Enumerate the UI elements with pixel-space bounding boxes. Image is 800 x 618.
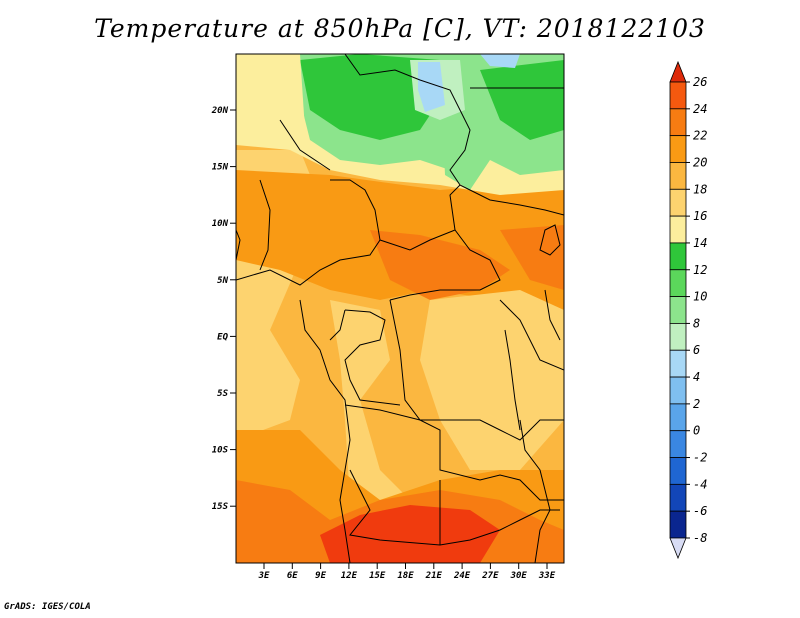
temperature-field xyxy=(236,54,564,563)
lat-label: 5S xyxy=(217,389,228,399)
lon-label: 3E xyxy=(258,571,270,581)
colorbar-swatch xyxy=(669,215,687,244)
colorbar-swatch xyxy=(669,242,687,271)
colorbar-label: 26 xyxy=(693,75,707,89)
map-title: Temperature at 850hPa [C], VT: 201812210… xyxy=(94,14,706,43)
colorbar-swatch xyxy=(669,81,687,110)
colorbar-swatch xyxy=(669,269,687,297)
lon-label: 21E xyxy=(425,571,443,581)
lon-label: 33E xyxy=(538,571,556,581)
field-sahara-green-dark-east xyxy=(480,60,564,140)
country-borders xyxy=(236,54,564,546)
field-central-hot xyxy=(370,230,510,300)
coastlines xyxy=(236,224,561,563)
colorbar-label: -8 xyxy=(693,531,707,545)
field-northwest-pale xyxy=(236,54,305,140)
colorbar-swatch xyxy=(669,323,687,351)
colorbar-label: 12 xyxy=(693,263,707,277)
colorbar-label: -6 xyxy=(693,504,707,518)
colorbar-label: 4 xyxy=(693,370,700,384)
lat-label: 10N xyxy=(212,219,229,229)
colorbar-swatch xyxy=(669,457,687,485)
colorbar-swatch xyxy=(669,376,687,405)
colorbar-swatch xyxy=(669,135,687,163)
colorbar-label: -4 xyxy=(693,477,707,491)
colorbar-label: 16 xyxy=(693,209,707,223)
colorbar-label: 8 xyxy=(693,316,700,330)
colorbar-swatch xyxy=(669,349,687,378)
grads-credit: GrADS: IGES/COLA xyxy=(4,602,91,612)
longitude-axis: 3E 6E 9E 12E 15E 18E 21E 24E 27E 30E 33E xyxy=(258,563,556,581)
lon-label: 15E xyxy=(369,571,386,581)
colorbar-bottom-arrow xyxy=(669,537,687,560)
colorbar-label: 2 xyxy=(693,397,700,411)
colorbar-label: 20 xyxy=(693,155,707,169)
colorbar-label: 6 xyxy=(693,343,700,357)
colorbar-label: 22 xyxy=(693,129,707,143)
field-sahara-green-dark xyxy=(300,54,440,140)
colorbar-label: -2 xyxy=(693,451,707,465)
colorbar-swatch xyxy=(669,188,687,217)
lon-label: 27E xyxy=(481,571,499,581)
colorbar-label: 18 xyxy=(693,182,707,196)
colorbar-swatch xyxy=(669,483,687,512)
lon-label: 18E xyxy=(397,571,414,581)
lat-label: 5N xyxy=(217,276,228,286)
colorbar-swatch xyxy=(669,430,687,458)
field-south-hot xyxy=(320,505,500,563)
colorbar-swatch xyxy=(669,162,687,190)
latitude-axis: 20N 15N 10N 5N EQ 5S 10S 15S xyxy=(211,106,236,512)
lat-label: EQ xyxy=(217,332,228,342)
colorbar-swatch xyxy=(669,510,687,539)
lat-label: 15S xyxy=(212,502,229,512)
lat-label: 20N xyxy=(211,106,229,116)
colorbar-swatch xyxy=(669,403,687,432)
lon-label: 6E xyxy=(287,571,298,581)
lon-label: 12E xyxy=(341,571,358,581)
field-east-hot xyxy=(500,225,564,290)
lat-label: 10S xyxy=(212,446,229,456)
colorbar-swatch xyxy=(669,296,687,324)
colorbar-swatch xyxy=(669,108,687,137)
colorbar-label: 14 xyxy=(693,236,707,250)
field-northeast-pale-blue xyxy=(480,54,520,68)
lon-label: 30E xyxy=(510,571,528,581)
colorbar-top-arrow xyxy=(669,60,687,83)
lon-label: 24E xyxy=(453,571,471,581)
lon-label: 9E xyxy=(315,571,326,581)
colorbar-label: 0 xyxy=(693,424,700,438)
colorbar-label: 10 xyxy=(693,290,707,304)
field-sahara-pale-blue xyxy=(418,62,445,112)
lat-label: 15N xyxy=(212,163,229,173)
map-frame xyxy=(235,53,565,564)
colorbar-label: 24 xyxy=(693,102,707,116)
